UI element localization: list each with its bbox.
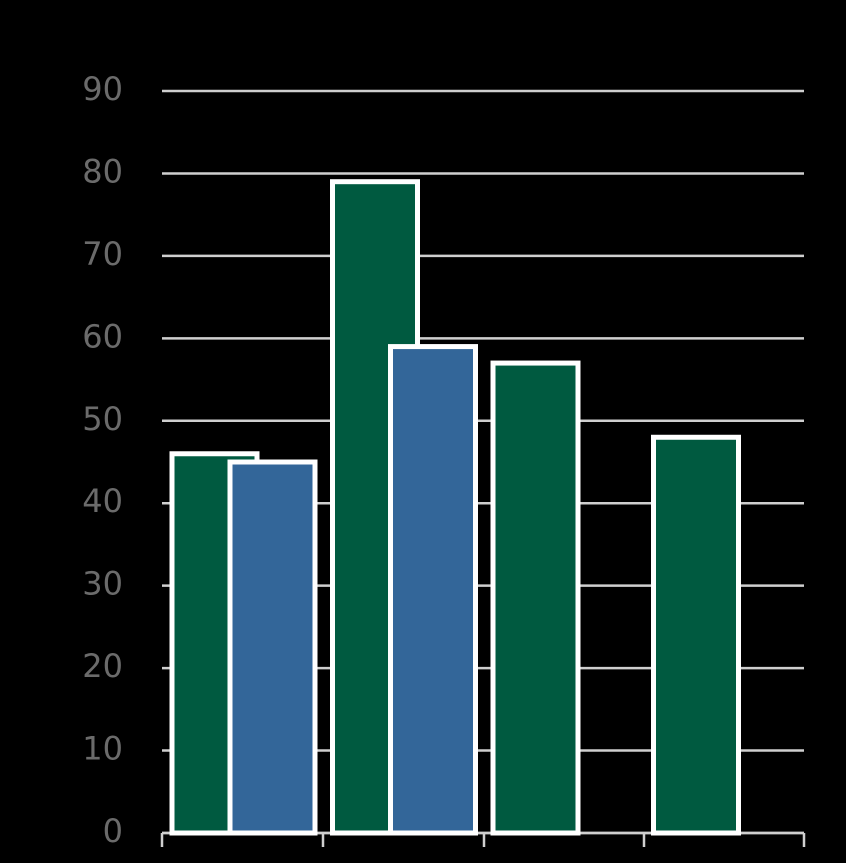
y-tick-label: 0 [103, 812, 123, 850]
bar [651, 434, 741, 836]
y-tick-label: 30 [82, 565, 123, 603]
bar [490, 360, 581, 836]
y-tick-label: 80 [82, 152, 123, 190]
y-tick-label: 10 [82, 730, 123, 768]
y-tick-label: 70 [82, 235, 123, 273]
y-tick-label: 50 [82, 400, 123, 438]
bar [388, 344, 478, 836]
y-tick-label: 90 [82, 70, 123, 108]
bar [227, 459, 318, 836]
x-axis-ticks [160, 833, 806, 847]
y-tick-label: 60 [82, 317, 123, 355]
y-tick-label: 40 [82, 482, 123, 520]
y-tick-label: 20 [82, 647, 123, 685]
